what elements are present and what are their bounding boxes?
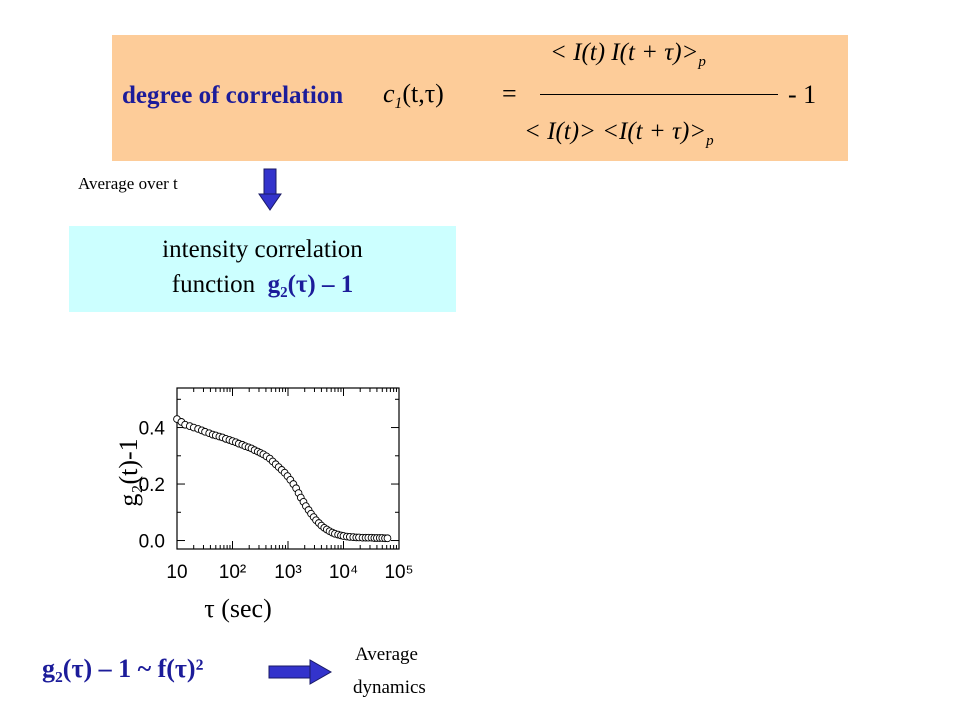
- formula-numerator-text: < I(t) I(t + τ)>: [550, 39, 699, 66]
- g2-line2: function g₂(τ) – 1: [69, 271, 456, 299]
- x-tick-label: 10²: [219, 562, 246, 583]
- average-over-label: Average over t: [78, 174, 178, 193]
- bottom-equation: g₂(τ) – 1 ~ f(τ)²: [42, 654, 204, 683]
- y-axis-label: g₂(t)-1: [114, 438, 143, 506]
- formula-box: degree of correlation c1(t,τ) = < I(t) I…: [112, 35, 848, 161]
- chart-ticks: [176, 388, 400, 549]
- g2-chart: 10 10² 10³ 10⁴ 10⁵ 0.0 0.2 0.4 τ (sec) g₂(t)-1: [114, 387, 414, 623]
- formula-denominator-sub: p: [706, 133, 714, 149]
- formula-numerator: < I(t) I(t + τ)>p: [550, 39, 706, 71]
- formula-lhs-sub: 1: [394, 95, 403, 113]
- y-tick-label: 0.0: [139, 532, 165, 553]
- average-dynamics-line1: Average: [355, 644, 418, 665]
- chart-labels: 10 10² 10³ 10⁴ 10⁵ 0.0 0.2 0.4 τ (sec) g₂(t)-1: [114, 419, 414, 623]
- chart-frame: [176, 387, 400, 550]
- formula-lhs-args: (t,τ): [402, 79, 444, 108]
- g2-line2-math: g₂(τ) – 1: [267, 271, 354, 298]
- arrow-down-icon: [258, 168, 282, 211]
- formula-lhs: c1(t,τ): [383, 79, 444, 113]
- x-tick-label: 10: [166, 562, 187, 583]
- y-tick-label: 0.2: [139, 475, 165, 496]
- fraction-bar: [540, 94, 778, 95]
- g2-box: intensity correlation function g₂(τ) – 1: [69, 226, 456, 312]
- formula-denominator: < I(t)> <I(t + τ)>p: [524, 118, 714, 150]
- formula-equals: =: [502, 79, 517, 108]
- formula-numerator-sub: p: [698, 54, 706, 70]
- plot-border: [176, 387, 400, 550]
- g2-line2-prefix: function: [171, 271, 256, 298]
- y-tick-label: 0.4: [139, 419, 166, 440]
- formula-minus-one: - 1: [788, 80, 817, 109]
- data-point: [383, 534, 392, 543]
- formula-lhs-var: c: [383, 79, 395, 108]
- x-tick-label: 10³: [274, 562, 301, 583]
- formula-denominator-text: < I(t)> <I(t + τ)>: [524, 118, 707, 145]
- chart-points: [173, 415, 392, 543]
- formula-label: degree of correlation: [122, 82, 344, 109]
- average-dynamics-line2: dynamics: [353, 677, 426, 698]
- g2-line1: intensity correlation: [162, 236, 363, 263]
- x-tick-label: 10⁵: [384, 562, 413, 583]
- x-tick-label: 10⁴: [329, 562, 358, 583]
- x-axis-label: τ (sec): [204, 594, 271, 623]
- arrow-right-icon: [268, 659, 332, 685]
